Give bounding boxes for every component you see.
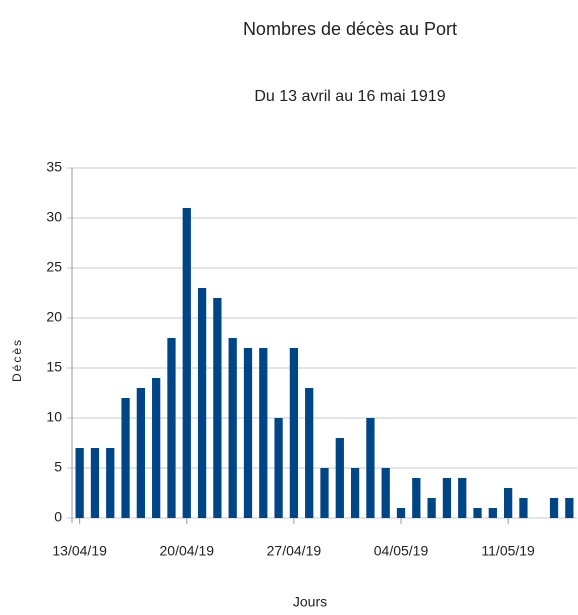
y-tick-label: 35 [46,159,62,175]
bar [106,448,115,518]
bar [366,418,375,518]
bar [90,448,100,518]
x-tick-label: 13/04/19 [52,543,107,559]
bar [228,338,237,518]
y-tick-label: 25 [46,259,62,275]
chart-title: Nombres de décès au Port [243,19,457,39]
x-tick-label: 11/05/19 [481,543,535,559]
chart-subtitle: Du 13 avril au 16 mai 1919 [254,88,445,105]
bar [549,498,559,518]
bar [274,418,283,518]
bar [427,498,436,518]
bar [565,498,574,518]
bar [335,438,344,518]
bar [350,468,360,518]
bar [519,498,528,518]
y-tick-label: 0 [54,509,62,525]
bar [442,478,452,518]
bar [167,338,176,518]
bar [381,468,390,518]
y-tick-label: 5 [54,459,62,475]
bar [396,508,406,518]
bar [320,468,329,518]
bar [259,348,268,518]
bar [197,288,207,518]
bar [121,398,130,518]
x-tick-label: 20/04/19 [160,543,215,559]
y-tick-label: 10 [46,409,62,425]
bar [213,298,222,518]
bar [182,208,191,518]
bar [75,448,84,518]
x-tick-label: 27/04/19 [267,543,322,559]
bar [412,478,421,518]
y-tick-label: 15 [46,359,62,375]
bar [243,348,253,518]
bar [473,508,482,518]
bar [152,378,161,518]
bar [305,388,314,518]
bar [136,388,145,518]
bar [289,348,299,518]
y-axis-label: Décès [10,338,24,382]
bar [458,478,467,518]
y-tick-label: 20 [46,309,62,325]
bar [504,488,513,518]
bar [488,508,497,518]
y-tick-label: 30 [46,209,62,225]
x-tick-label: 04/05/19 [374,543,429,559]
x-axis-label: Jours [293,594,327,610]
